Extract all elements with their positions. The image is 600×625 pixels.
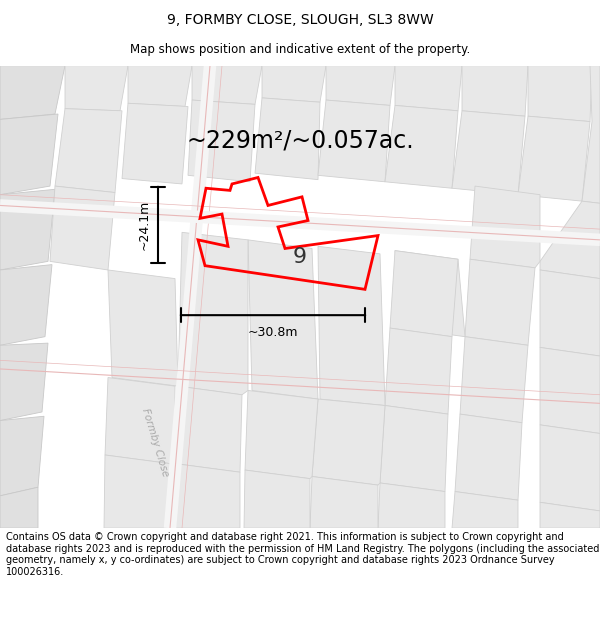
Polygon shape: [0, 189, 55, 270]
Polygon shape: [582, 66, 600, 203]
Polygon shape: [395, 251, 465, 337]
Text: ~30.8m: ~30.8m: [248, 326, 298, 339]
Polygon shape: [380, 406, 448, 491]
Polygon shape: [378, 483, 445, 528]
Polygon shape: [0, 264, 52, 345]
Polygon shape: [540, 348, 600, 434]
Polygon shape: [178, 232, 248, 395]
Polygon shape: [455, 414, 522, 500]
Polygon shape: [248, 240, 318, 399]
Text: Formby Close: Formby Close: [140, 407, 170, 478]
Text: ~229m²/~0.057ac.: ~229m²/~0.057ac.: [186, 129, 414, 153]
Polygon shape: [0, 488, 38, 528]
Polygon shape: [540, 503, 600, 528]
Text: Contains OS data © Crown copyright and database right 2021. This information is : Contains OS data © Crown copyright and d…: [6, 532, 599, 577]
Polygon shape: [385, 106, 458, 188]
Polygon shape: [262, 66, 326, 102]
Polygon shape: [188, 100, 255, 182]
Polygon shape: [0, 416, 44, 496]
Polygon shape: [65, 66, 128, 111]
Polygon shape: [465, 259, 535, 345]
Polygon shape: [326, 66, 395, 106]
Polygon shape: [244, 470, 310, 528]
Polygon shape: [452, 491, 518, 528]
Polygon shape: [518, 116, 590, 201]
Polygon shape: [528, 66, 592, 121]
Polygon shape: [470, 186, 540, 268]
Polygon shape: [245, 391, 318, 479]
Polygon shape: [318, 246, 385, 406]
Polygon shape: [0, 66, 65, 119]
Polygon shape: [55, 109, 122, 192]
Polygon shape: [452, 111, 525, 195]
Polygon shape: [192, 66, 262, 104]
Polygon shape: [540, 270, 600, 356]
Polygon shape: [385, 328, 452, 414]
Polygon shape: [128, 66, 192, 106]
Polygon shape: [390, 251, 458, 337]
Polygon shape: [540, 201, 600, 279]
Polygon shape: [312, 399, 385, 485]
Polygon shape: [0, 343, 48, 421]
Text: Map shows position and indicative extent of the property.: Map shows position and indicative extent…: [130, 42, 470, 56]
Text: 9: 9: [293, 247, 307, 267]
Polygon shape: [0, 114, 58, 195]
Polygon shape: [105, 378, 175, 464]
Polygon shape: [310, 476, 378, 528]
Text: 9, FORMBY CLOSE, SLOUGH, SL3 8WW: 9, FORMBY CLOSE, SLOUGH, SL3 8WW: [167, 12, 433, 27]
Polygon shape: [50, 186, 115, 270]
Polygon shape: [175, 386, 242, 472]
Polygon shape: [122, 103, 188, 184]
Polygon shape: [460, 337, 528, 422]
Polygon shape: [108, 270, 178, 386]
Polygon shape: [395, 66, 462, 111]
Polygon shape: [255, 98, 320, 179]
Polygon shape: [104, 455, 170, 528]
Polygon shape: [462, 66, 528, 116]
Polygon shape: [318, 100, 390, 182]
Polygon shape: [540, 425, 600, 511]
Text: ~24.1m: ~24.1m: [137, 199, 151, 250]
Polygon shape: [174, 464, 240, 528]
